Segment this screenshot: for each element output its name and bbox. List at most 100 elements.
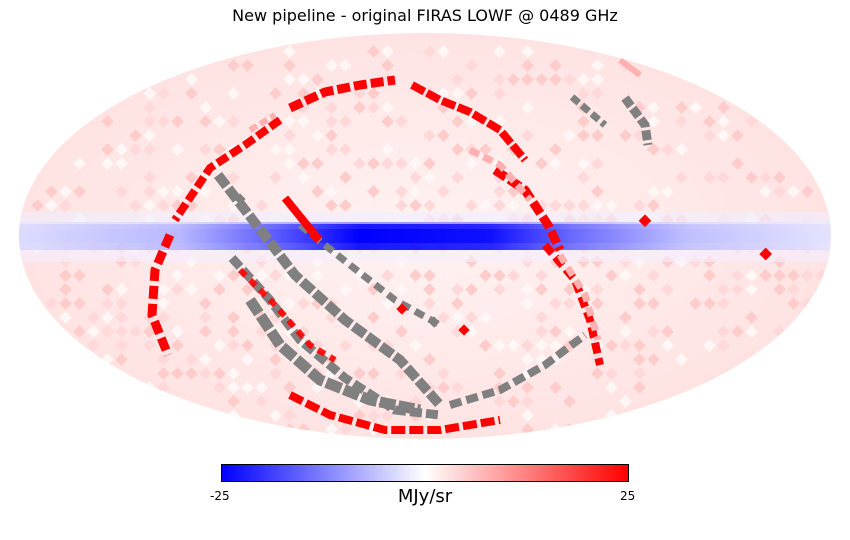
noise-pixel (143, 129, 156, 142)
red-arc-inner (237, 267, 337, 363)
noise-pixel (297, 157, 310, 170)
noise-pixel (269, 353, 282, 366)
noise-pixel (395, 325, 408, 338)
noise-pixel (115, 283, 128, 296)
noise-pixel (171, 367, 184, 380)
noise-pixel (423, 157, 436, 170)
noise-pixel (339, 171, 352, 184)
colorbar (221, 464, 629, 482)
noise-pixel (465, 311, 478, 324)
noise-pixel (479, 269, 492, 282)
noise-pixel (45, 199, 58, 212)
noise-pixel (339, 283, 352, 296)
noise-pixel (227, 171, 240, 184)
noise-pixel (171, 339, 184, 352)
noise-pixel (199, 185, 212, 198)
red-pixel-5 (309, 230, 323, 244)
red-arc-left (147, 233, 175, 357)
noise-pixel (409, 157, 422, 170)
noise-pixel (73, 325, 86, 338)
noise-pixel (311, 157, 324, 170)
noise-pixel (129, 143, 142, 156)
noise-pixel (381, 45, 394, 58)
noise-pixel (283, 73, 296, 86)
noise-pixel (199, 311, 212, 324)
noise-pixel (367, 409, 380, 422)
noise-pixel (199, 325, 212, 338)
gray-pixel-2 (234, 193, 246, 205)
noise-pixel (227, 115, 240, 128)
noise-pixel (143, 199, 156, 212)
noise-pixel (283, 409, 296, 422)
noise-pixel (241, 381, 254, 394)
noise-pixel (409, 339, 422, 352)
noise-pixel (367, 101, 380, 114)
noise-pixel (325, 423, 338, 436)
noise-pixel (185, 199, 198, 212)
noise-pixel (353, 101, 366, 114)
noise-pixel (395, 283, 408, 296)
masked-arcs (214, 94, 653, 420)
noise-pixel (465, 87, 478, 100)
noise-pixel (297, 115, 310, 128)
noise-pixel (73, 269, 86, 282)
noise-pixel (115, 157, 128, 170)
red-arc-bottom (288, 391, 501, 434)
noise-pixel (157, 353, 170, 366)
noise-pixel (297, 73, 310, 86)
noise-pixel (367, 87, 380, 100)
noise-pixel (185, 87, 198, 100)
noise-pixel (479, 199, 492, 212)
noise-pixel (381, 143, 394, 156)
noise-pixel (73, 297, 86, 310)
pink-arc-1 (468, 146, 533, 203)
noise-pixel (143, 339, 156, 352)
noise-pixel (325, 199, 338, 212)
noise-pixel (227, 59, 240, 72)
noise-pixel (451, 283, 464, 296)
noise-pixel (115, 339, 128, 352)
noise-pixel (199, 297, 212, 310)
noise-pixel (381, 269, 394, 282)
noise-pixel (325, 59, 338, 72)
noise-pixel (493, 339, 506, 352)
noise-pixel (283, 297, 296, 310)
noise-pixel (255, 395, 268, 408)
isolated-masked-pixels (234, 193, 440, 328)
noise-pixel (367, 45, 380, 58)
noise-pixel (367, 185, 380, 198)
noise-pixel (241, 339, 254, 352)
red-pixel-4 (396, 303, 408, 315)
noise-pixel (493, 367, 506, 380)
noise-pixel (213, 115, 226, 128)
noise-pixel (465, 199, 478, 212)
noise-pixel (325, 185, 338, 198)
red-arc-top-left (288, 75, 396, 113)
noise-pixel (59, 297, 72, 310)
noise-pixel (325, 115, 338, 128)
noise-pixel (241, 283, 254, 296)
noise-pixel (479, 339, 492, 352)
noise-pixel (423, 283, 436, 296)
noise-pixel (227, 325, 240, 338)
noise-pixel (311, 185, 324, 198)
noise-pixel (157, 311, 170, 324)
noise-pixel (157, 283, 170, 296)
noise-pixel (493, 283, 506, 296)
noise-pixel (269, 269, 282, 282)
noise-pixel (199, 367, 212, 380)
noise-pixel (213, 381, 226, 394)
noise-pixel (143, 171, 156, 184)
noise-pixel (115, 311, 128, 324)
noise-pixel (255, 199, 268, 212)
noise-pixel (395, 115, 408, 128)
noise-pixel (143, 143, 156, 156)
noise-pixel (325, 143, 338, 156)
noise-pixel (115, 353, 128, 366)
noise-pixel (185, 283, 198, 296)
noise-pixel (171, 143, 184, 156)
noise-pixel (199, 101, 212, 114)
noise-pixel (283, 157, 296, 170)
noise-pixel (269, 409, 282, 422)
noise-pixel (171, 283, 184, 296)
